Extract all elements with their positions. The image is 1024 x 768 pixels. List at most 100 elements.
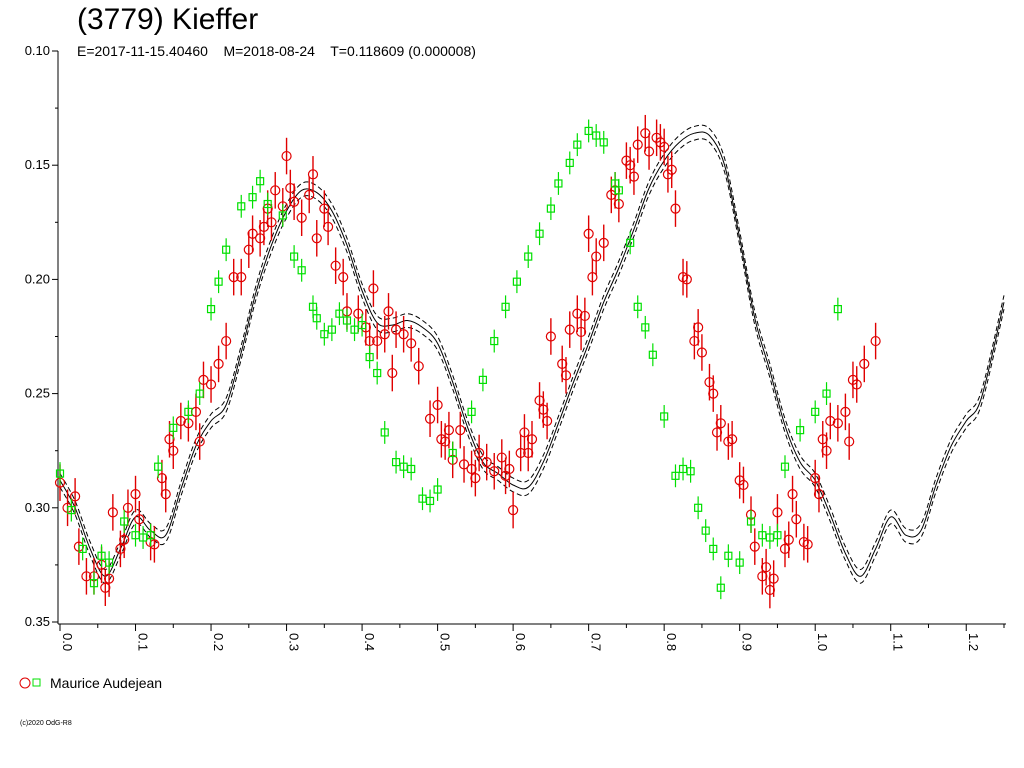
data-point-circle: [205, 379, 217, 390]
data-point-square: [746, 517, 756, 526]
data-point-circle: [134, 514, 145, 525]
data-point-circle: [779, 543, 791, 555]
data-point-square: [104, 558, 114, 567]
data-point-square: [184, 407, 193, 416]
data-point-square: [614, 186, 623, 195]
data-point-circle: [307, 169, 319, 180]
data-point-square: [256, 177, 265, 186]
data-point-square: [724, 551, 733, 560]
data-point-circle: [413, 361, 424, 372]
data-point-square: [448, 448, 457, 458]
legend-label: Maurice Audejean: [50, 675, 163, 691]
data-point-square: [795, 426, 805, 435]
data-point-circle: [572, 308, 583, 319]
data-point-circle: [304, 189, 315, 200]
data-point-circle: [194, 436, 205, 447]
data-point-circle: [474, 447, 485, 459]
data-point-square: [290, 252, 299, 261]
legend: Maurice Audejean: [18, 674, 162, 692]
data-point-circle: [813, 488, 825, 500]
data-point-circle: [538, 404, 549, 415]
data-point-square: [320, 330, 329, 339]
data-point-square: [433, 485, 442, 494]
fit-curve: [59, 131, 1005, 577]
legend-square-marker: [32, 678, 41, 687]
x-tick-label: 0.3: [287, 633, 302, 651]
data-point-circle: [103, 573, 115, 584]
data-point-circle: [851, 379, 862, 390]
data-point-square: [735, 558, 744, 567]
data-point-circle: [870, 335, 881, 347]
data-point-circle: [708, 388, 719, 399]
data-point-circle: [243, 244, 254, 255]
data-point-square: [565, 158, 574, 168]
data-point-circle: [704, 377, 715, 388]
x-tick-label: 0.4: [362, 633, 377, 651]
data-point-circle: [247, 228, 258, 239]
data-point-square: [501, 302, 510, 311]
x-tick-label: 0.7: [589, 633, 604, 651]
data-point-square: [546, 204, 555, 213]
data-point-square: [648, 350, 657, 359]
data-point-square: [671, 471, 680, 480]
data-point-circle: [368, 283, 379, 294]
data-point-circle: [519, 427, 530, 438]
data-point-circle: [840, 406, 851, 417]
data-point-circle: [443, 425, 455, 436]
data-point-circle: [81, 571, 92, 582]
data-point-circle: [696, 347, 708, 358]
data-point-square: [237, 202, 246, 211]
data-point-circle: [670, 203, 681, 214]
data-point-circle: [817, 434, 828, 445]
data-point-circle: [821, 445, 832, 456]
data-point-square: [425, 496, 435, 506]
data-point-square: [694, 503, 703, 512]
data-point-circle: [470, 473, 481, 484]
data-point-square: [206, 304, 216, 314]
data-point-square: [327, 325, 336, 334]
axes: [57, 51, 1006, 625]
data-point-square: [490, 336, 499, 346]
data-point-circle: [322, 221, 334, 232]
x-ticks: 0.0 0.1 0.2 0.3 0.4 0.5 0.6 0.7 0.8 0.9 1.0 1.1 1.2: [59, 624, 1005, 651]
fit-curves: [59, 124, 1005, 584]
data-point-circle: [364, 335, 375, 347]
data-point-circle: [526, 434, 538, 445]
data-point-circle: [258, 221, 270, 232]
data-point-circle: [115, 543, 126, 555]
data-point-circle: [311, 233, 322, 244]
fit-curve-lower: [59, 138, 1005, 584]
copyright-text: (c)2020 OdG-R8: [20, 720, 72, 727]
data-point-circle: [764, 584, 775, 596]
data-point-square: [709, 544, 718, 554]
data-point-circle: [285, 182, 296, 194]
y-ticks: 0.10 0.15 0.20 0.25 0.30 0.35: [25, 43, 58, 629]
x-tick-label: 0.8: [664, 633, 679, 651]
data-point-square: [297, 266, 306, 275]
fit-curve-upper: [59, 124, 1005, 571]
legend-markers: [19, 677, 41, 689]
data-point-circle: [130, 488, 141, 500]
data-point-circle: [825, 415, 836, 427]
data-point-circle: [534, 395, 545, 406]
data-point-circle: [791, 514, 802, 525]
data-point-circle: [481, 457, 492, 468]
data-point-circle: [296, 212, 307, 223]
data-point-circle: [379, 329, 390, 340]
data-point-circle: [587, 272, 598, 283]
data-point-circle: [440, 436, 451, 447]
data-point-circle: [372, 335, 383, 347]
data-point-circle: [640, 128, 651, 139]
data-point-circle: [383, 306, 394, 317]
data-point-circle: [591, 251, 602, 262]
data-point-circle: [496, 452, 507, 463]
data-point-circle: [458, 459, 470, 470]
data-point-circle: [281, 150, 292, 162]
data-point-square: [478, 375, 488, 384]
data-point-circle: [545, 331, 556, 342]
data-point-circle: [844, 436, 855, 447]
data-point-circle: [625, 160, 636, 171]
data-point-square: [391, 458, 401, 467]
data-point-square: [773, 531, 782, 540]
data-point-square: [626, 238, 635, 247]
